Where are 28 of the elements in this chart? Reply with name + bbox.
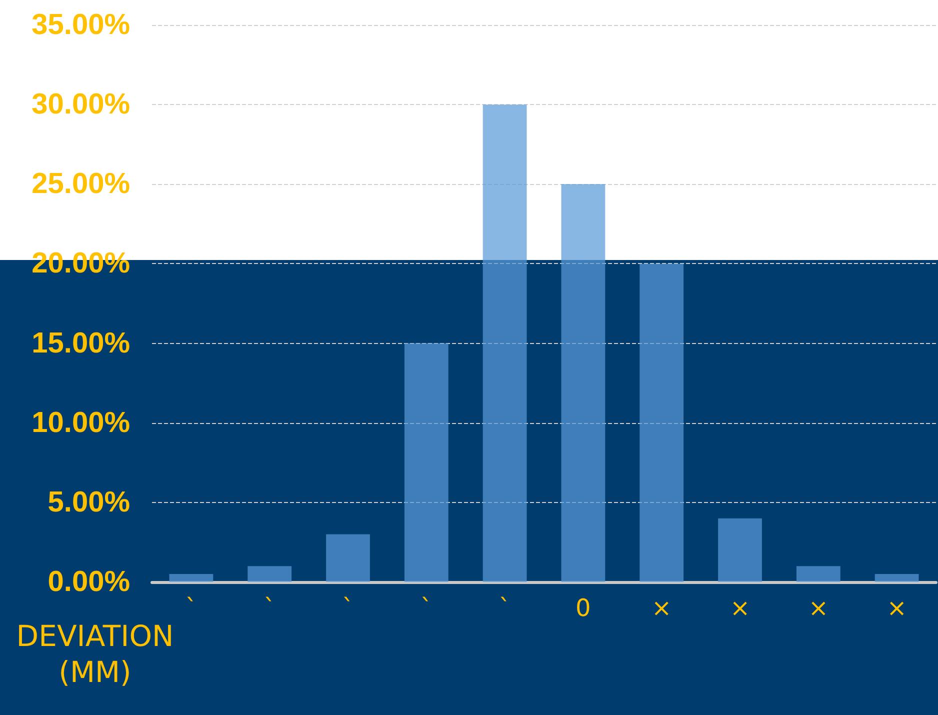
x-tick-label: ˋ bbox=[264, 594, 276, 622]
y-tick-label: 5.00% bbox=[48, 486, 130, 518]
y-tick-label: 10.00% bbox=[32, 406, 130, 439]
x-tick-label: × bbox=[652, 594, 672, 622]
x-tick-label: ˋ bbox=[420, 594, 432, 622]
bar bbox=[640, 264, 684, 582]
bar bbox=[874, 574, 919, 582]
y-tick-label: 30.00% bbox=[32, 88, 130, 121]
bar bbox=[482, 104, 527, 582]
bar bbox=[248, 566, 292, 582]
x-axis-title: DEVIATION (MM) bbox=[16, 619, 174, 689]
x-tick-label: ˋ bbox=[498, 594, 511, 622]
bar bbox=[169, 574, 214, 582]
bar bbox=[326, 534, 370, 582]
y-tick-label: 25.00% bbox=[32, 168, 130, 200]
x-tick-label: ˋ bbox=[185, 594, 198, 622]
y-tick-label: 15.00% bbox=[32, 327, 130, 360]
x-tick-label: × bbox=[808, 594, 828, 622]
bar bbox=[561, 184, 606, 582]
bar bbox=[718, 518, 762, 582]
x-tick-label: 0 bbox=[576, 594, 591, 622]
y-tick-label: 0.00% bbox=[48, 566, 130, 598]
x-tick-label: × bbox=[886, 594, 907, 622]
x-tick-label: × bbox=[730, 594, 750, 622]
y-tick-label: 35.00% bbox=[32, 9, 130, 41]
bar bbox=[404, 343, 448, 582]
x-tick-label: ˋ bbox=[342, 594, 354, 622]
bar bbox=[796, 566, 840, 582]
